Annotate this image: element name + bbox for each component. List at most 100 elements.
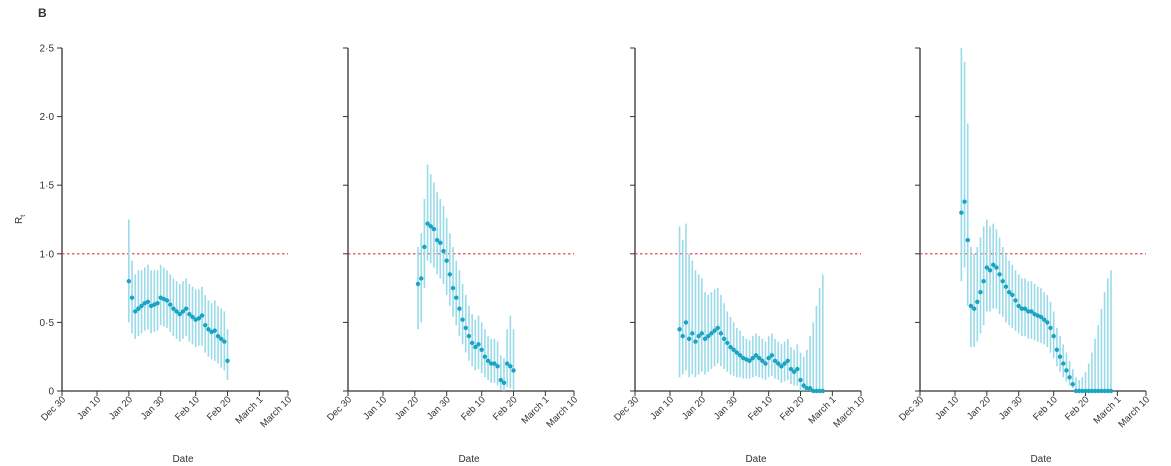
data-point [212,328,217,333]
data-point [997,272,1002,277]
data-point [756,355,762,361]
data-point [1038,314,1044,320]
data-point [975,299,980,305]
data-point [434,237,440,243]
x-axis-label: Date [172,454,194,465]
data-point [981,279,986,284]
data-point [218,336,224,342]
data-point [183,306,189,311]
x-tick-label: Jan 10 [75,394,103,422]
data-point [699,331,705,336]
data-point [479,347,484,353]
data-point [779,364,784,369]
data-point [1096,388,1101,394]
data-point [463,325,468,331]
data-point [994,265,999,270]
data-point [489,361,494,366]
data-point [1041,317,1047,322]
data-point [1048,325,1053,331]
data-point [441,248,446,254]
y-tick-label: 1·5 [40,181,55,192]
data-point [501,380,507,385]
data-point [709,331,714,336]
x-tick-label: March 10 [1116,394,1152,430]
data-point [721,336,727,342]
data-point [145,299,151,305]
data-point [766,355,771,361]
data-point [1045,320,1050,325]
x-tick-label: Jan 10 [648,394,676,422]
x-tick-label: March 10 [258,394,294,430]
chart-panel-4: Dec 30 Jan 10 Jan 20 Jan 30 Feb 10 Feb 20 Marc… [897,47,1152,465]
data-point [763,361,768,366]
data-point [492,361,497,366]
x-tick-label: Dec 30 [612,394,641,423]
data-point [693,339,698,344]
data-point [760,358,765,364]
data-point [737,353,743,358]
x-axis-label: Date [1030,454,1052,465]
x-tick-label: Dec 30 [325,394,354,423]
data-point [785,358,790,364]
data-point [696,333,701,339]
x-tick-label: Feb 10 [459,394,488,423]
x-tick-label: Jan 20 [680,394,708,422]
data-point [1070,381,1075,387]
data-point [769,353,775,358]
data-point [139,303,144,309]
y-tick-label: 2·5 [40,44,55,55]
data-point [1000,279,1005,284]
data-point [473,344,478,350]
data-point [1102,388,1107,394]
panel-label: B [38,6,47,20]
x-tick-label: March 10 [831,394,867,430]
x-axis-label: Date [745,454,767,465]
data-point [136,306,141,311]
data-point [1054,347,1060,353]
data-point [1051,333,1056,339]
data-point [1029,309,1034,314]
data-point [1006,290,1012,295]
data-point [795,366,800,372]
data-point [129,295,135,300]
data-point [1061,361,1066,366]
data-point [1019,306,1025,311]
data-point [482,354,488,359]
data-point [498,377,503,383]
data-point [177,311,182,317]
data-point [984,265,990,270]
data-point [164,298,170,303]
data-point [508,364,513,369]
data-point [804,386,810,391]
x-tick-label: Feb 20 [778,394,807,423]
data-point [782,361,787,366]
x-tick-label: Jan 20 [107,394,135,422]
data-point [485,358,491,364]
data-point [495,364,500,369]
data-point [215,333,221,339]
data-point [817,388,822,394]
data-point [788,366,794,372]
y-axis-label-main: R [14,217,25,224]
data-point [1099,388,1104,394]
x-tick-label: Jan 30 [139,394,167,422]
data-point [987,268,993,273]
data-point [457,306,462,311]
data-point [126,279,132,284]
data-point [1067,375,1072,380]
data-point [454,295,459,300]
data-point [196,316,202,321]
x-tick-label: Jan 30 [997,394,1025,422]
data-point [450,285,456,291]
data-point [814,388,819,394]
data-point [1026,309,1031,314]
x-tick-label: Feb 20 [205,394,234,423]
data-point [168,302,173,307]
data-point [734,350,740,355]
data-point [725,340,730,346]
data-point [1003,284,1009,289]
x-tick-label: Dec 30 [39,394,68,423]
y-tick-label: 2·0 [40,112,55,123]
data-point [820,388,826,394]
data-point [715,325,720,331]
